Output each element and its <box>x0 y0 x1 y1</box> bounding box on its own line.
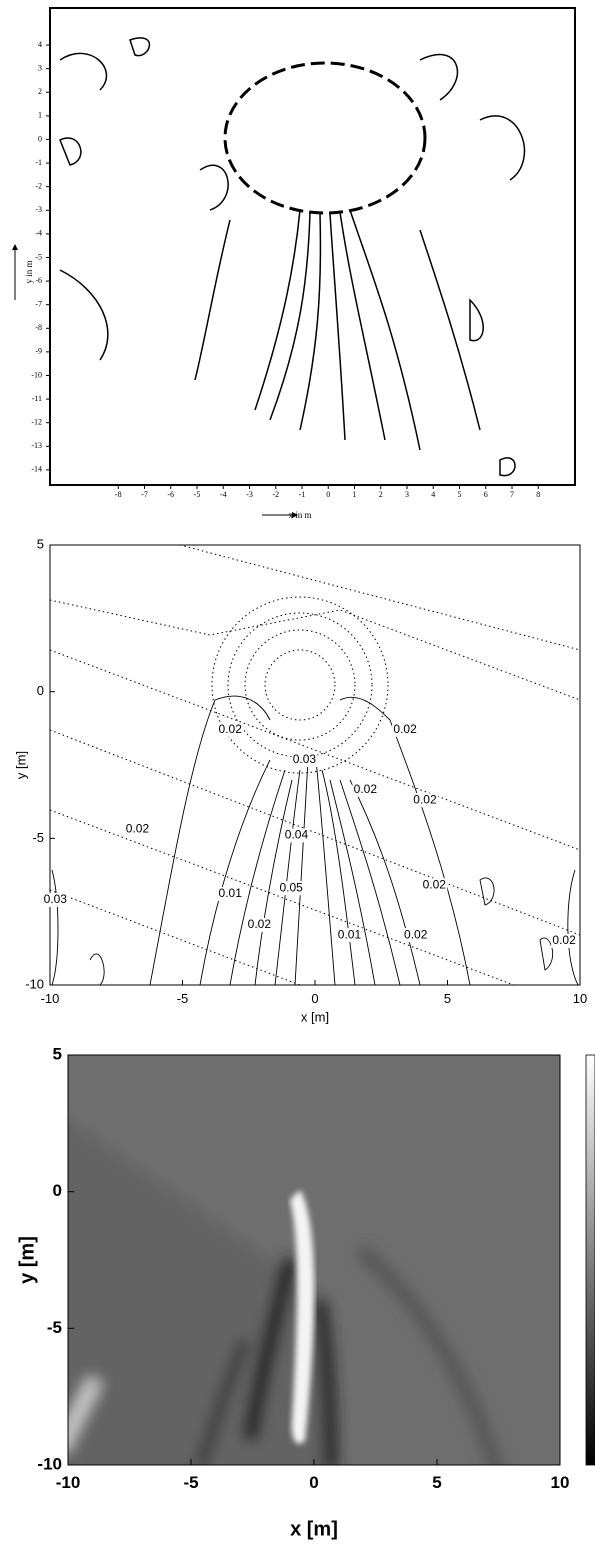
contour-label-bg <box>42 892 69 907</box>
contour-label: 0.05 <box>279 880 303 894</box>
x-tick-label: -1 <box>299 490 306 499</box>
x-tick-label: 5 <box>432 1473 441 1492</box>
y-tick-label: 0 <box>53 1181 62 1200</box>
y-tick-label: -10 <box>31 370 42 379</box>
contour-label: 0.02 <box>552 933 576 947</box>
contour-label-bg <box>291 753 318 768</box>
contour-label-bg <box>246 917 273 932</box>
contour-label: 0.02 <box>393 722 417 736</box>
x-tick-label: 5 <box>444 991 451 1006</box>
x-tick-label: 0 <box>311 991 318 1006</box>
contour-label-bg <box>278 881 305 896</box>
y-axis-label: y [m] <box>13 751 28 779</box>
contour-lines <box>50 545 580 985</box>
x-tick-label: 10 <box>551 1473 570 1492</box>
y-tick-label: 4 <box>38 40 42 49</box>
x-tick-label: 2 <box>379 490 383 499</box>
contour-label: 0.02 <box>404 927 428 941</box>
y-tick-label: 5 <box>53 1044 62 1063</box>
x-tick-label: -8 <box>115 490 122 499</box>
contour-label-bg <box>217 887 244 902</box>
x-tick-label: -5 <box>177 991 189 1006</box>
contour-label: 0.02 <box>219 722 243 736</box>
contour-label-bg <box>551 934 578 948</box>
y-tick-label: -5 <box>35 252 42 261</box>
contour-label-bg <box>421 878 448 893</box>
contour-label: 0.03 <box>293 752 317 766</box>
x-tick-label: -5 <box>194 490 201 499</box>
x-tick-label: -6 <box>167 490 174 499</box>
x-axis-label: x [m] <box>290 1518 338 1540</box>
y-tick-label: -10 <box>25 976 44 991</box>
contour-label: 0.02 <box>423 877 447 891</box>
contour-label-bg <box>283 828 310 843</box>
x-tick-label: -7 <box>141 490 148 499</box>
contour-label: 0.03 <box>44 892 68 906</box>
contour-label: 0.02 <box>413 792 437 806</box>
y-tick-label: -3 <box>35 205 42 214</box>
field-image <box>68 1055 560 1465</box>
frame <box>49 7 576 486</box>
x-tick-label: 1 <box>353 490 357 499</box>
axis-arrow-head <box>12 244 18 250</box>
x-tick-label: 7 <box>510 490 514 499</box>
y-tick-label: 3 <box>38 63 42 72</box>
x-tick-label: -2 <box>272 490 279 499</box>
x-tick-label: 4 <box>431 490 435 499</box>
contour-label: 0.02 <box>248 917 272 931</box>
y-tick-label: 2 <box>38 87 42 96</box>
contour-label-bg <box>124 822 151 837</box>
y-tick-label: 0 <box>38 134 42 143</box>
y-tick-label: -5 <box>32 830 44 845</box>
y-tick-label: -7 <box>35 300 42 309</box>
y-axis-label: y in m <box>24 260 34 283</box>
colorbar <box>585 1054 595 1466</box>
contour-label: 0.01 <box>338 927 362 941</box>
x-tick-label: -3 <box>246 490 253 499</box>
contour-label: 0.04 <box>285 828 309 842</box>
y-tick-label: -13 <box>31 441 42 450</box>
y-tick-label: -11 <box>32 394 42 403</box>
x-tick-label: 8 <box>536 490 540 499</box>
contour-label-bg <box>392 722 419 737</box>
y-tick-label: -4 <box>35 229 42 238</box>
y-axis-label: y [m] <box>16 1236 38 1284</box>
x-tick-label: -10 <box>41 991 60 1006</box>
y-tick-label: -9 <box>35 347 42 356</box>
contour-label-bg <box>336 928 363 943</box>
y-tick-label: 0 <box>37 683 44 698</box>
y-tick-label: -5 <box>47 1318 62 1337</box>
axis-arrow-head <box>292 512 298 518</box>
x-tick-label: 5 <box>458 490 462 499</box>
x-axis-label: x in m <box>288 510 311 520</box>
contour-label-bg <box>217 722 244 737</box>
contour-label: 0.02 <box>126 822 150 836</box>
y-tick-label: 1 <box>38 111 42 120</box>
x-tick-label: -5 <box>183 1473 198 1492</box>
contour-label-bg <box>352 782 379 797</box>
y-tick-label: -2 <box>35 181 42 190</box>
x-tick-label: 3 <box>405 490 409 499</box>
y-tick-label: -6 <box>35 276 42 285</box>
y-tick-label: -8 <box>35 323 42 332</box>
x-tick-label: 6 <box>484 490 488 499</box>
scan-contours <box>59 37 526 477</box>
y-tick-label: -1 <box>35 158 42 167</box>
y-tick-label: -14 <box>31 465 42 474</box>
contour-label: 0.01 <box>219 886 243 900</box>
x-tick-label: 10 <box>573 991 587 1006</box>
x-tick-label: 0 <box>326 490 330 499</box>
contour-label-bg <box>402 928 429 943</box>
contour-label-bg <box>411 793 438 808</box>
x-tick-label: 0 <box>309 1473 318 1492</box>
x-tick-label: -4 <box>220 490 227 499</box>
x-axis-label: x [m] <box>301 1009 329 1024</box>
x-tick-label: -10 <box>56 1473 81 1492</box>
y-tick-label: 5 <box>37 536 44 551</box>
y-tick-label: -12 <box>31 418 42 427</box>
y-tick-label: -10 <box>37 1454 62 1473</box>
contour-label: 0.02 <box>354 782 378 796</box>
